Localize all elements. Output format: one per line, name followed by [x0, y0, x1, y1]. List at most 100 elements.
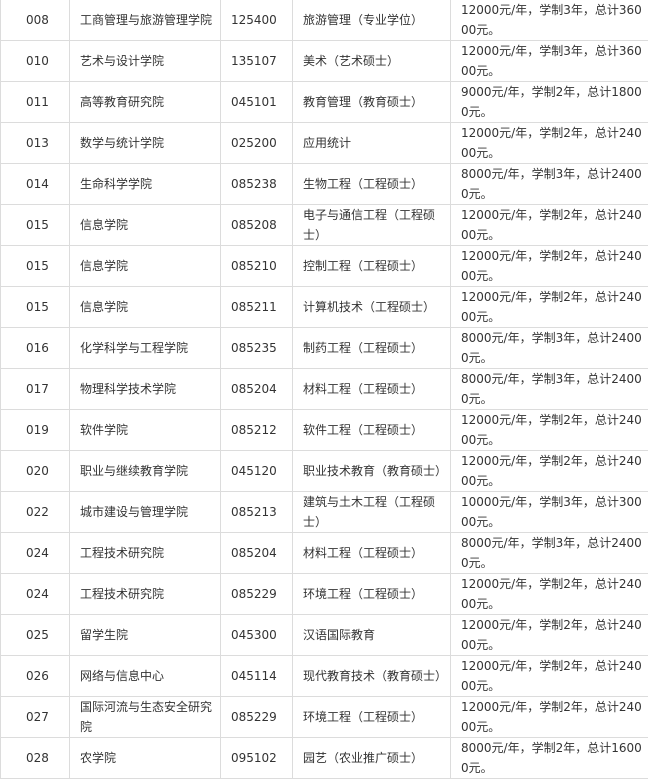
major-code-cell: 125400	[221, 0, 293, 41]
college-name-cell: 工程技术研究院	[70, 574, 221, 615]
college-code-cell: 025	[1, 615, 70, 656]
major-name-cell: 环境工程（工程硕士）	[293, 697, 451, 738]
major-code-cell: 085235	[221, 328, 293, 369]
tuition-cell: 9000元/年，学制2年，总计18000元。	[451, 82, 648, 123]
major-code-cell: 085204	[221, 533, 293, 574]
major-name-cell: 生物工程（工程硕士）	[293, 164, 451, 205]
college-code-cell: 022	[1, 492, 70, 533]
college-name-cell: 职业与继续教育学院	[70, 451, 221, 492]
college-name-cell: 网络与信息中心	[70, 656, 221, 697]
major-name-cell: 职业技术教育（教育硕士）	[293, 451, 451, 492]
college-code-cell: 027	[1, 697, 70, 738]
major-name-cell: 电子与通信工程（工程硕士）	[293, 205, 451, 246]
tuition-cell: 12000元/年，学制2年，总计24000元。	[451, 410, 648, 451]
tuition-cell: 12000元/年，学制3年，总计36000元。	[451, 41, 648, 82]
major-code-cell: 135107	[221, 41, 293, 82]
tuition-cell: 10000元/年，学制3年，总计30000元。	[451, 492, 648, 533]
college-code-cell: 010	[1, 41, 70, 82]
major-name-cell: 应用统计	[293, 123, 451, 164]
college-name-cell: 物理科学技术学院	[70, 369, 221, 410]
major-name-cell: 计算机技术（工程硕士）	[293, 287, 451, 328]
tuition-cell: 12000元/年，学制3年，总计36000元。	[451, 0, 648, 41]
tuition-cell: 12000元/年，学制2年，总计24000元。	[451, 615, 648, 656]
tuition-cell: 12000元/年，学制2年，总计24000元。	[451, 697, 648, 738]
college-code-cell: 017	[1, 369, 70, 410]
college-code-cell: 024	[1, 574, 70, 615]
college-code-cell: 024	[1, 533, 70, 574]
major-name-cell: 环境工程（工程硕士）	[293, 574, 451, 615]
major-name-cell: 软件工程（工程硕士）	[293, 410, 451, 451]
college-name-cell: 信息学院	[70, 205, 221, 246]
major-code-cell: 085229	[221, 697, 293, 738]
college-name-cell: 城市建设与管理学院	[70, 492, 221, 533]
college-name-cell: 艺术与设计学院	[70, 41, 221, 82]
tuition-cell: 12000元/年，学制2年，总计24000元。	[451, 287, 648, 328]
major-name-cell: 材料工程（工程硕士）	[293, 533, 451, 574]
major-code-cell: 085208	[221, 205, 293, 246]
major-name-cell: 汉语国际教育	[293, 615, 451, 656]
college-code-cell: 008	[1, 0, 70, 41]
major-code-cell: 045101	[221, 82, 293, 123]
major-code-cell: 045300	[221, 615, 293, 656]
tuition-cell: 8000元/年，学制3年，总计24000元。	[451, 328, 648, 369]
major-code-cell: 095102	[221, 738, 293, 779]
tuition-cell: 8000元/年，学制3年，总计24000元。	[451, 533, 648, 574]
tuition-cell: 8000元/年，学制3年，总计24000元。	[451, 369, 648, 410]
college-code-cell: 028	[1, 738, 70, 779]
college-code-cell: 011	[1, 82, 70, 123]
college-code-cell: 016	[1, 328, 70, 369]
tuition-cell: 8000元/年，学制2年，总计16000元。	[451, 738, 648, 779]
tuition-cell: 12000元/年，学制2年，总计24000元。	[451, 451, 648, 492]
major-code-cell: 085238	[221, 164, 293, 205]
college-name-cell: 高等教育研究院	[70, 82, 221, 123]
major-code-cell: 085204	[221, 369, 293, 410]
major-code-cell: 045114	[221, 656, 293, 697]
tuition-cell: 12000元/年，学制2年，总计24000元。	[451, 205, 648, 246]
college-name-cell: 工商管理与旅游管理学院	[70, 0, 221, 41]
college-name-cell: 化学科学与工程学院	[70, 328, 221, 369]
college-name-cell: 信息学院	[70, 287, 221, 328]
college-name-cell: 工程技术研究院	[70, 533, 221, 574]
college-code-cell: 013	[1, 123, 70, 164]
college-name-cell: 数学与统计学院	[70, 123, 221, 164]
major-name-cell: 现代教育技术（教育硕士）	[293, 656, 451, 697]
college-code-cell: 015	[1, 287, 70, 328]
major-name-cell: 制药工程（工程硕士）	[293, 328, 451, 369]
college-code-cell: 026	[1, 656, 70, 697]
major-code-cell: 085210	[221, 246, 293, 287]
major-name-cell: 教育管理（教育硕士）	[293, 82, 451, 123]
college-code-cell: 020	[1, 451, 70, 492]
major-name-cell: 控制工程（工程硕士）	[293, 246, 451, 287]
tuition-cell: 8000元/年，学制3年，总计24000元。	[451, 164, 648, 205]
major-name-cell: 旅游管理（专业学位）	[293, 0, 451, 41]
tuition-cell: 12000元/年，学制2年，总计24000元。	[451, 123, 648, 164]
major-name-cell: 美术（艺术硕士）	[293, 41, 451, 82]
major-name-cell: 材料工程（工程硕士）	[293, 369, 451, 410]
college-name-cell: 生命科学学院	[70, 164, 221, 205]
college-code-cell: 014	[1, 164, 70, 205]
major-code-cell: 085213	[221, 492, 293, 533]
major-code-cell: 025200	[221, 123, 293, 164]
major-code-cell: 085212	[221, 410, 293, 451]
major-code-cell: 085211	[221, 287, 293, 328]
college-code-cell: 015	[1, 246, 70, 287]
tuition-cell: 12000元/年，学制2年，总计24000元。	[451, 656, 648, 697]
